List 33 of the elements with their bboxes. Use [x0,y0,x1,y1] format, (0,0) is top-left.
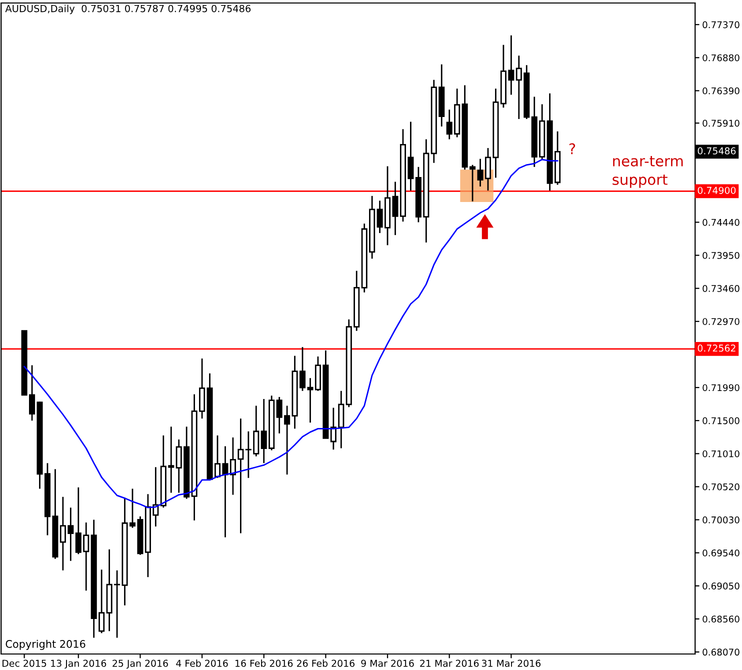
x-tick-label: 25 Jan 2016 [112,660,168,669]
x-tick-label: Dec 2015 [2,660,46,667]
y-tick-label: 0.76880 [702,54,740,62]
y-tick-label: 0.73950 [702,252,740,259]
y-tick-label: 0.68560 [702,616,740,623]
y-tick-label: 0.69050 [702,582,740,590]
x-tick-label: 13 Jan 2016 [51,660,106,669]
x-tick-label: 26 Feb 2016 [297,660,354,667]
y-tick-label: 0.70030 [702,516,740,524]
y-tick-label: 0.68070 [702,648,740,656]
text: near-term support [612,156,683,188]
y-tick-label: 0.77370 [702,21,740,28]
x-tick-label: 16 Feb 2016 [236,660,293,667]
y-tick-label: 0.71500 [702,417,740,424]
y-tick-label: 0.73460 [702,285,740,292]
text: ? [569,143,576,154]
y-tick-label: 0.76390 [702,87,740,94]
x-tick-label: 9 Mar 2016 [361,660,414,667]
y-tick-label: 0.70520 [702,483,740,490]
chart-title: AUDUSD,Daily 0.75031 0.75787 0.74995 0.75486 [5,4,251,14]
y-tick-label: 0.72970 [702,318,740,326]
ref-line-label: 0.74900 [698,186,736,194]
y-tick-label: 0.69540 [702,549,740,556]
annotation: Copyright 2016 [6,640,86,650]
y-tick-label: 0.74440 [702,218,740,226]
x-tick-label: 4 Feb 2016 [176,660,228,667]
y-tick-label: 0.71990 [702,384,740,392]
text: 0.75486 [698,147,736,154]
y-tick-label: 0.75910 [702,120,740,127]
ref-line-label: 0.72562 [698,344,736,352]
y-tick-label: 0.71010 [702,450,740,458]
x-tick-label: 21 Mar 2016 [420,660,479,667]
x-tick-label: 31 Mar 2016 [482,660,541,667]
